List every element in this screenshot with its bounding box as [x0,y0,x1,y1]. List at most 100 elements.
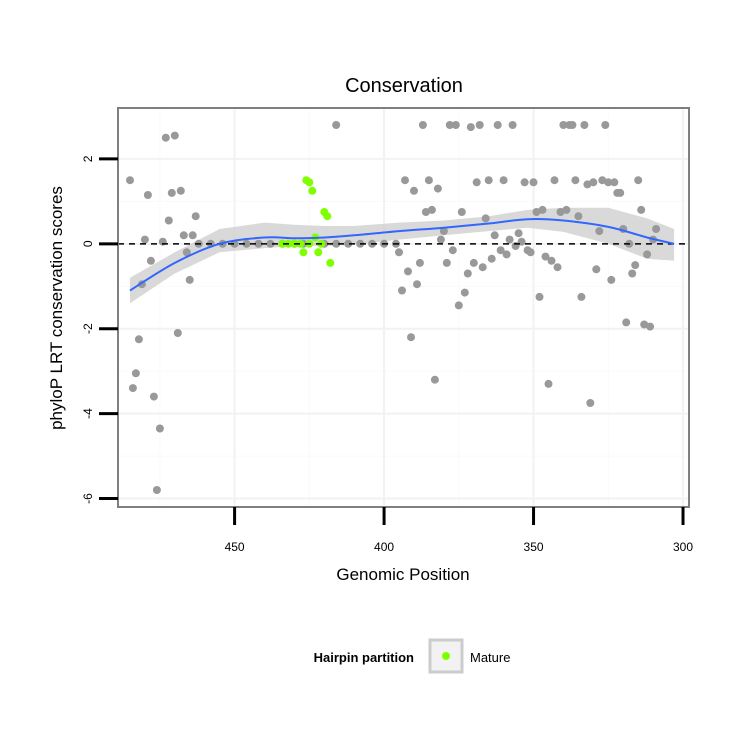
data-point [442,258,451,267]
data-point [460,288,469,297]
data-point [541,252,550,261]
data-point [170,131,179,140]
data-point [410,186,418,195]
data-point [395,248,403,257]
x-tick-label: 400 [374,540,394,554]
data-point [610,178,619,187]
legend-title: Hairpin partition [314,650,414,665]
data-point [598,176,607,185]
data-point [436,235,445,244]
data-point [580,121,589,129]
data-point [430,375,439,384]
data-point [487,254,496,263]
y-tick-label: -6 [81,493,95,504]
data-point [413,280,421,289]
data-point-mature [326,258,335,267]
data-point [466,123,475,132]
y-tick-label: -2 [81,323,95,334]
data-point [628,269,637,278]
data-point [191,212,200,221]
data-point [152,486,161,494]
data-point [493,121,502,129]
data-point [332,239,341,248]
data-point [131,369,140,378]
data-point [457,208,466,216]
data-point [242,239,251,248]
data-point [418,121,427,129]
data-point [176,186,185,195]
data-point [344,239,353,248]
x-tick-label: 300 [673,540,693,554]
y-tick-label: 0 [81,240,95,247]
data-point [637,205,646,214]
y-axis-title: phyloP LRT conservation scores [47,186,66,430]
data-point [526,248,535,257]
confidence-ribbon [130,207,675,304]
data-point [559,121,568,129]
data-point [164,216,173,225]
data-point [427,205,436,214]
data-point [481,214,490,223]
data-point [140,235,149,244]
data-point-mature [296,239,305,248]
data-point [421,208,430,216]
plot-panel: 450 400 350 300 2 0 -2 -4 -6 [81,107,693,554]
data-point [155,424,164,433]
legend-label-mature: Mature [470,650,510,665]
data-point [568,121,577,129]
data-point [508,121,517,129]
x-tick-label: 350 [524,540,544,554]
data-point [634,176,643,185]
data-point [439,227,448,236]
data-point [577,292,586,301]
data-point [529,178,538,187]
data-point [589,178,598,187]
data-point [574,212,583,221]
legend: Hairpin partition Mature [314,638,510,674]
data-point [149,392,158,401]
data-point [463,269,472,278]
panel-border [117,107,690,508]
data-point [586,399,595,407]
data-point [514,229,523,238]
data-point [173,329,182,337]
data-point [179,231,188,240]
smooth-fit-line [129,218,675,292]
data-point-mature [314,248,323,257]
data-point [126,176,134,185]
data-point [535,292,544,301]
data-point [161,133,170,142]
data-point [544,379,553,388]
data-point [496,246,505,255]
data-point [478,263,487,272]
data-point [445,121,454,129]
data-point [571,176,580,185]
data-point [547,256,556,265]
data-point [188,231,197,240]
data-point [451,121,460,129]
data-point [520,178,529,187]
data-point [562,205,571,214]
data-point [643,250,652,259]
data-point [592,265,601,274]
data-point [415,258,424,267]
data-point [646,322,655,331]
data-point [407,333,415,342]
data-point [254,239,263,248]
data-point [182,248,191,257]
data-point [499,176,508,185]
legend-key-dot [442,652,450,660]
data-point [398,286,406,295]
data-point [424,176,433,185]
data-point [595,227,604,236]
data-point [266,239,275,248]
data-point [505,235,514,244]
data-point [652,225,661,233]
data-point [448,246,457,255]
data-point [469,258,478,267]
data-point-mature [308,186,317,195]
data-point [454,301,463,310]
data-point [622,318,631,327]
data-point [601,121,610,129]
data-point [332,121,341,129]
